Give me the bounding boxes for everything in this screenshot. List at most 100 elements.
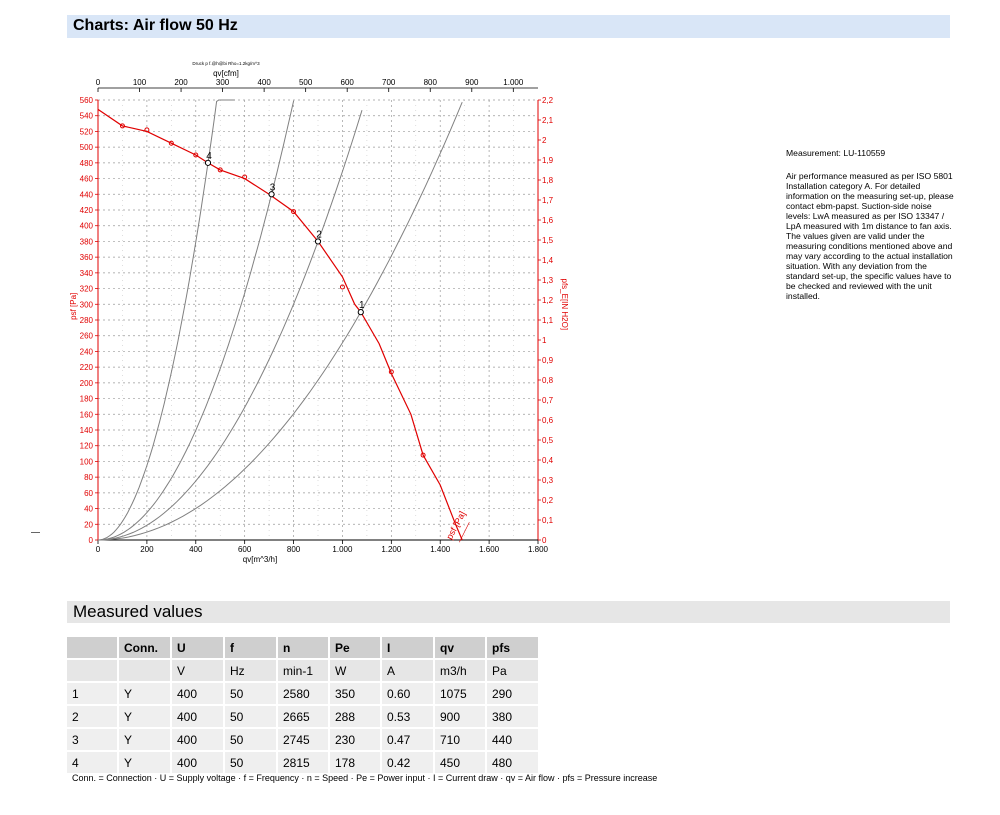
operating-point [268,191,275,198]
table-cell: 400 [171,751,225,775]
y-right-tick-label: 1,8 [542,176,554,185]
x-top-axis-label: qv[cfm] [213,69,239,78]
chart-section-header: Charts: Air flow 50 Hz [67,15,950,38]
y-right-tick-label: 1,7 [542,196,554,205]
y-right-tick-label: 0,6 [542,416,554,425]
fan-curve [97,108,463,541]
y-right-tick-label: 1,4 [542,256,554,265]
fan-curve-label: psf [Pa] [444,510,467,542]
divider [31,532,40,533]
table-cell: 1075 [434,682,487,706]
y-right-tick-label: 1,2 [542,296,554,305]
unit-cell: min-1 [277,659,330,683]
table-cell: 900 [434,705,487,729]
operating-point-label: 4 [206,151,212,162]
y-tick-label: 220 [80,363,94,372]
y-tick-label: 520 [80,127,94,136]
y-tick-label: 60 [84,489,93,498]
x-tick-label: 200 [140,545,154,554]
fan-curve-marker [242,174,248,180]
table-cell: Y [118,751,172,775]
y-tick-label: 500 [80,143,94,152]
y-axis-label: psf [Pa] [69,293,78,320]
table-cell: 450 [434,751,487,775]
table-cell: Y [118,728,172,752]
table-cell: 400 [171,728,225,752]
operating-point [357,309,364,316]
table-header-row: Conn. U f n Pe I qv pfs [67,637,540,660]
table-cell: 2580 [277,682,330,706]
y-tick-label: 200 [80,379,94,388]
fan-curve-marker [119,123,125,129]
y-tick-label: 180 [80,395,94,404]
table-cell: 4 [67,751,119,775]
measurement-id: Measurement: LU-110559 [786,148,886,158]
y-tick-label: 320 [80,285,94,294]
y-tick-label: 40 [84,505,93,514]
header-cell: f [224,637,278,660]
unit-cell: m3/h [434,659,487,683]
y-tick-label: 300 [80,300,94,309]
x-tick-label: 0 [96,545,101,554]
header-cell: U [171,637,225,660]
x-top-tick-label: 900 [465,78,479,87]
y-right-tick-label: 2,2 [542,96,554,105]
fan-curve-marker [193,152,199,158]
table-cell: 50 [224,682,278,706]
x-top-tick-label: 100 [133,78,147,87]
table-row: 2 Y 400 50 2665 288 0.53 900 380 [67,705,540,729]
table-cell: 290 [486,682,540,706]
header-cell: Conn. [118,637,172,660]
y-tick-label: 240 [80,347,94,356]
y-tick-label: 260 [80,332,94,341]
y-right-tick-label: 0,1 [542,516,554,525]
system-curve-4 [97,99,235,541]
table-cell: 0.42 [381,751,435,775]
x-top-tick-label: 500 [299,78,313,87]
measured-values-header: Measured values [67,601,950,623]
header-cell-text: Pe [335,640,350,655]
table-cell: 288 [329,705,382,729]
unit-cell [67,659,119,683]
y-right-tick-label: 1,6 [542,216,554,225]
unit-cell [118,659,172,683]
table-cell: 230 [329,728,382,752]
x-top-tick-label: 700 [382,78,396,87]
system-curve-2 [97,110,363,541]
air-flow-chart: 0 200 400 600 800 1.000 1.200 1.400 1.600 1.800qv… [69,61,569,564]
table-cell: 710 [434,728,487,752]
measurement-description: Air performance measured as per ISO 5801… [786,171,954,301]
fan-curve-label-leader [459,522,470,543]
header-cell: n [277,637,330,660]
table-units-row: V Hz min-1 W A m3/h Pa [67,659,540,683]
operating-point [204,159,212,166]
y-tick-label: 360 [80,253,94,262]
x-top-tick-label: 0 [96,78,101,87]
table-row: 1 Y 400 50 2580 350 0.60 1075 290 [67,682,540,706]
y-tick-label: 380 [80,237,94,246]
table-row: 3 Y 400 50 2745 230 0.47 710 440 [67,728,540,752]
y-tick-label: 400 [80,222,94,231]
y-tick-label: 80 [84,473,93,482]
measured-values-table: Conn. U f n Pe I qv pfs V Hz min-1 W A m… [67,637,540,775]
x-top-tick-label: 1.000 [503,78,524,87]
y-right-axis-label: pfs_E[IN H2O] [560,278,569,330]
table-cell: Y [118,705,172,729]
y-tick-label: 420 [80,206,94,215]
table-cell: 480 [486,751,540,775]
x-axis-label: qv[m^3/h] [243,555,277,564]
table-row: 4 Y 400 50 2815 178 0.42 450 480 [67,751,540,775]
y-tick-label: 160 [80,410,94,419]
header-cell [67,637,119,660]
y-tick-label: 120 [80,442,94,451]
y-right-tick-label: 0,5 [542,436,554,445]
table-cell: 440 [486,728,540,752]
y-right-tick-label: 0,3 [542,476,554,485]
y-tick-label: 280 [80,316,94,325]
chart-section-title: Charts: Air flow 50 Hz [73,17,238,34]
table-cell: 1 [67,682,119,706]
y-right-tick-label: 0 [542,536,547,545]
table-cell: 50 [224,751,278,775]
x-tick-label: 800 [287,545,301,554]
operating-point-label: 3 [270,182,276,193]
